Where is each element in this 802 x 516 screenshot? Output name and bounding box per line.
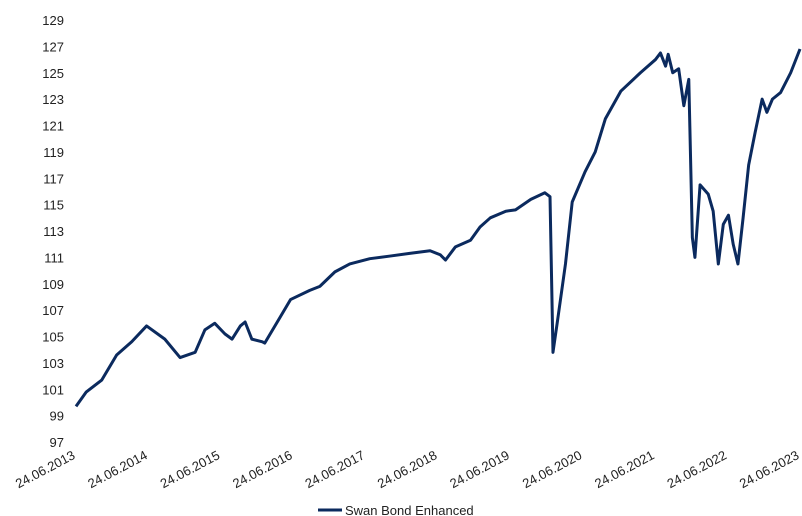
x-tick-label: 24.06.2022 xyxy=(665,447,730,491)
y-tick-label: 97 xyxy=(50,435,64,450)
y-tick-label: 117 xyxy=(43,171,64,186)
x-tick-label: 24.06.2015 xyxy=(158,447,223,491)
y-tick-label: 125 xyxy=(42,66,64,81)
y-tick-label: 103 xyxy=(42,356,64,371)
x-tick-label: 24.06.2017 xyxy=(303,447,368,491)
x-tick-label: 24.06.2016 xyxy=(230,447,295,491)
y-tick-label: 127 xyxy=(42,39,64,54)
x-tick-label: 24.06.2020 xyxy=(520,447,585,491)
x-tick-label: 24.06.2014 xyxy=(85,447,150,491)
series-line xyxy=(74,48,802,408)
y-tick-label: 99 xyxy=(50,409,64,424)
y-tick-label: 101 xyxy=(42,382,64,397)
x-tick-label: 24.06.2013 xyxy=(13,447,78,491)
y-tick-label: 119 xyxy=(43,145,64,160)
y-tick-label: 129 xyxy=(42,13,64,28)
y-tick-label: 109 xyxy=(42,277,64,292)
x-tick-label: 24.06.2018 xyxy=(375,447,440,491)
y-tick-label: 115 xyxy=(43,198,64,213)
y-tick-label: 111 xyxy=(44,250,64,265)
y-tick-label: 121 xyxy=(42,119,64,134)
x-tick-label: 24.06.2021 xyxy=(592,447,657,491)
x-tick-label: 24.06.2019 xyxy=(447,447,512,491)
y-tick-label: 113 xyxy=(43,224,64,239)
x-tick-label: 24.06.2023 xyxy=(737,447,802,491)
y-tick-label: 123 xyxy=(42,92,64,107)
legend-label: Swan Bond Enhanced xyxy=(345,503,474,516)
y-tick-label: 105 xyxy=(42,330,64,345)
y-tick-label: 107 xyxy=(42,303,64,318)
